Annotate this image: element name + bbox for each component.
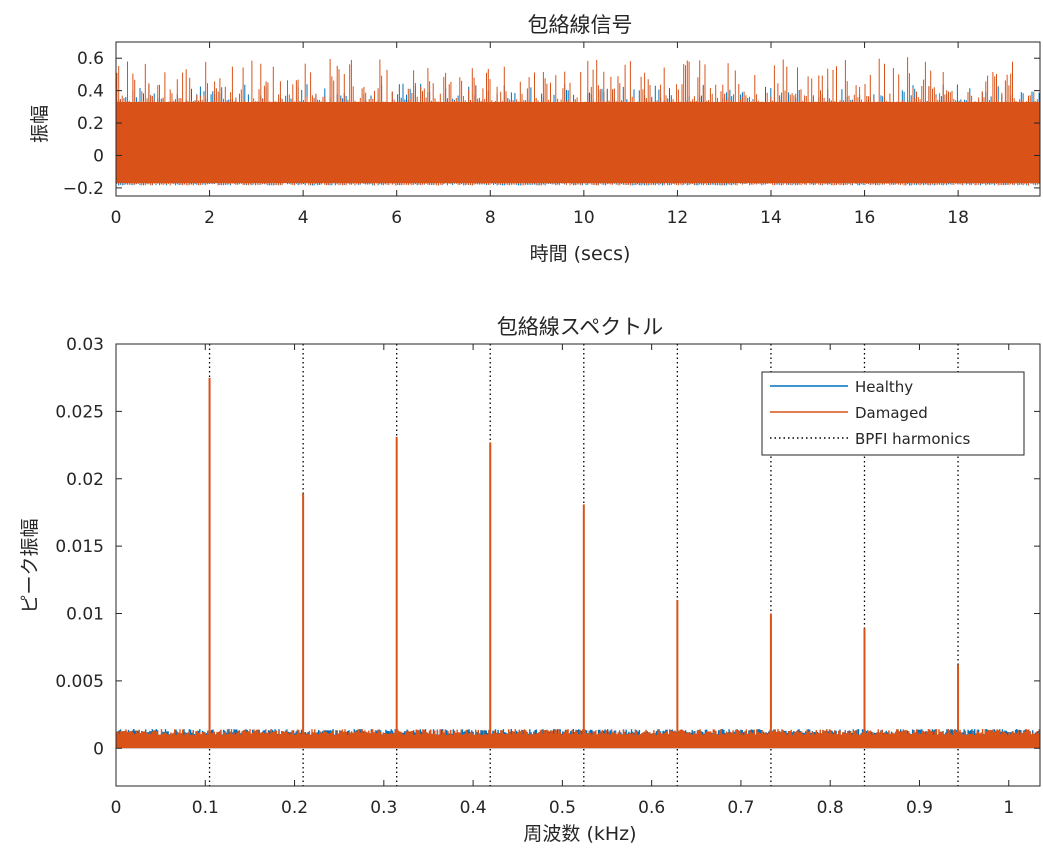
envelope-signal-x-tick-label: 2 — [204, 208, 215, 228]
envelope-signal-x-tick-label: 0 — [111, 208, 122, 228]
envelope-signal-x-tick-label: 12 — [667, 208, 689, 228]
envelope-signal-y-tick-label: 0.6 — [77, 49, 104, 69]
envelope-spectrum-y-tick-label: 0.005 — [55, 672, 104, 692]
envelope-spectrum-chart: 包絡線スペクトル 0 0.1 0.2 0.3 0.4 0.5 0.6 0.7 0.8 0.9 1 0… — [19, 315, 1041, 845]
envelope-spectrum-axes-box — [115, 343, 1041, 787]
envelope-signal-x-tick-label: 8 — [485, 208, 496, 228]
envelope-spectrum-x-tick-label: 0 — [111, 798, 122, 818]
envelope-signal-y-tick-label: −0.2 — [63, 179, 104, 199]
envelope-spectrum-x-tick-label: 0.4 — [460, 798, 487, 818]
envelope-spectrum-x-tick-label: 0.3 — [370, 798, 397, 818]
envelope-spectrum-x-tick-label: 0.9 — [906, 798, 933, 818]
legend-harmonics-label: BPFI harmonics — [855, 430, 970, 448]
envelope-signal-x-axis: 0 2 4 6 8 10 12 14 16 18 — [111, 42, 969, 228]
envelope-spectrum-y-label: ピーク振幅 — [19, 518, 41, 613]
envelope-signal-y-axis: −0.2 0 0.2 0.4 0.6 — [63, 49, 1040, 199]
envelope-spectrum-y-tick-label: 0.02 — [66, 470, 104, 490]
envelope-signal-x-tick-label: 6 — [391, 208, 402, 228]
envelope-spectrum-x-tick-label: 1 — [1003, 798, 1014, 818]
envelope-signal-x-tick-label: 18 — [947, 208, 969, 228]
envelope-spectrum-y-tick-label: 0.015 — [55, 537, 104, 557]
envelope-signal-x-tick-label: 4 — [298, 208, 309, 228]
spectrum-damaged-noise — [116, 729, 1040, 749]
envelope-spectrum-x-tick-label: 0.7 — [727, 798, 754, 818]
envelope-signal-axes-box — [115, 41, 1041, 197]
legend: Healthy Damaged BPFI harmonics — [761, 371, 1025, 456]
envelope-spectrum-x-tick-label: 0.1 — [192, 798, 219, 818]
envelope-spectrum-x-tick-label: 0.5 — [549, 798, 576, 818]
envelope-spectrum-x-axis: 0 0.1 0.2 0.3 0.4 0.5 0.6 0.7 0.8 0.9 1 — [111, 344, 1014, 818]
envelope-signal-y-tick-label: 0.4 — [77, 82, 104, 102]
envelope-spectrum-y-tick-label: 0 — [93, 739, 104, 759]
envelope-signal-y-tick-label: 0 — [93, 146, 104, 166]
envelope-signal-x-tick-label: 14 — [760, 208, 782, 228]
envelope-signal-x-tick-label: 10 — [573, 208, 595, 228]
envelope-signal-data — [116, 57, 1040, 186]
legend-damaged-label: Damaged — [855, 404, 928, 422]
envelope-spectrum-y-tick-label: 0.025 — [55, 402, 104, 422]
envelope-spectrum-y-axis: 0 0.005 0.01 0.015 0.02 0.025 0.03 — [55, 335, 1040, 759]
envelope-spectrum-data — [116, 344, 1040, 786]
envelope-signal-chart: 包絡線信号 0 2 4 6 8 10 12 14 16 18 −0.2 0 0.2 0.4 0.6 時間 … — [29, 13, 1041, 265]
envelope-spectrum-y-tick-label: 0.01 — [66, 605, 104, 625]
legend-healthy-label: Healthy — [855, 378, 913, 396]
envelope-spectrum-title: 包絡線スペクトル — [497, 315, 664, 339]
envelope-signal-y-tick-label: 0.2 — [77, 114, 104, 134]
envelope-spectrum-x-tick-label: 0.8 — [817, 798, 844, 818]
envelope-spectrum-x-tick-label: 0.6 — [638, 798, 665, 818]
envelope-spectrum-x-tick-label: 0.2 — [281, 798, 308, 818]
envelope-signal-title: 包絡線信号 — [528, 13, 633, 37]
envelope-signal-x-label: 時間 (secs) — [530, 243, 631, 265]
envelope-damaged-band — [116, 101, 1040, 184]
envelope-signal-x-tick-label: 16 — [854, 208, 876, 228]
envelope-spectrum-x-label: 周波数 (kHz) — [523, 823, 636, 845]
envelope-damaged-trace — [116, 57, 1040, 186]
envelope-spectrum-y-tick-label: 0.03 — [66, 335, 104, 355]
envelope-signal-y-label: 振幅 — [29, 105, 51, 143]
